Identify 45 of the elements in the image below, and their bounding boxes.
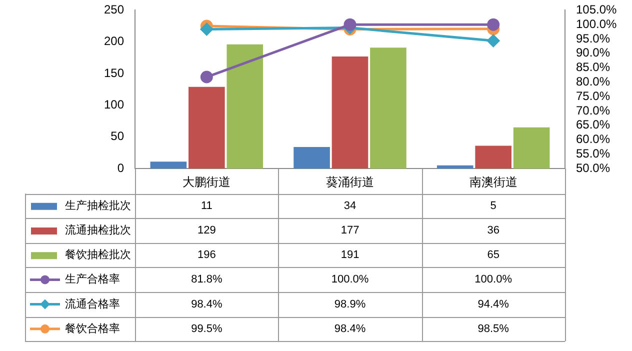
data-label: 177 bbox=[340, 224, 360, 237]
data-label: 34 bbox=[344, 200, 356, 212]
legend-label: 餐饮合格率 bbox=[65, 322, 120, 335]
y-tick-label: 100 bbox=[104, 98, 124, 112]
legend-label: 流通合格率 bbox=[65, 297, 120, 310]
y2-tick-label: 80.0% bbox=[576, 74, 610, 89]
y-tick-label: 0 bbox=[117, 160, 124, 175]
data-label: 191 bbox=[340, 249, 360, 262]
y-tick-label: 250 bbox=[104, 2, 124, 17]
data-label: 98.4% bbox=[191, 298, 222, 310]
y2-tick-label: 85.0% bbox=[576, 60, 610, 74]
data-label: 129 bbox=[197, 224, 216, 237]
x-tick-label: 南澳街道 bbox=[469, 175, 518, 190]
y2-tick-label: 50.0% bbox=[576, 160, 610, 175]
y2-tick-label: 55.0% bbox=[576, 146, 610, 161]
y2-tick-label: 105.0% bbox=[576, 2, 618, 17]
y-tick-label: 50 bbox=[110, 129, 124, 144]
legend-label: 餐饮抽检批次 bbox=[65, 249, 131, 262]
data-label: 94.4% bbox=[478, 298, 510, 310]
x-tick-label: 大鹏街道 bbox=[182, 175, 231, 190]
data-label: 65 bbox=[487, 249, 500, 262]
data-label: 98.5% bbox=[478, 322, 510, 335]
x-tick-label: 葵涌街道 bbox=[326, 175, 374, 190]
data-label: 196 bbox=[197, 249, 216, 262]
y-tick-label: 200 bbox=[104, 34, 124, 48]
data-label: 98.9% bbox=[334, 298, 366, 310]
y-tick-label: 150 bbox=[104, 66, 124, 80]
legend-label: 流通抽检批次 bbox=[65, 224, 131, 237]
y2-tick-label: 90.0% bbox=[576, 46, 610, 60]
legend-label: 生产合格率 bbox=[65, 272, 120, 286]
data-label: 100.0% bbox=[331, 274, 369, 286]
data-label: 5 bbox=[490, 200, 496, 212]
data-label: 100.0% bbox=[474, 274, 512, 286]
y2-tick-label: 65.0% bbox=[576, 118, 610, 132]
data-label: 36 bbox=[487, 224, 500, 237]
y2-tick-label: 95.0% bbox=[576, 31, 610, 46]
y2-tick-label: 100.0% bbox=[576, 16, 618, 31]
y2-tick-label: 60.0% bbox=[576, 132, 610, 146]
data-label: 11 bbox=[200, 200, 212, 212]
legend-label: 生产抽检批次 bbox=[65, 198, 131, 212]
y2-tick-label: 70.0% bbox=[576, 103, 610, 118]
data-label: 98.4% bbox=[334, 322, 366, 335]
data-label: 81.8% bbox=[191, 274, 222, 286]
y2-tick-label: 75.0% bbox=[576, 88, 610, 103]
data-label: 99.5% bbox=[191, 322, 222, 335]
